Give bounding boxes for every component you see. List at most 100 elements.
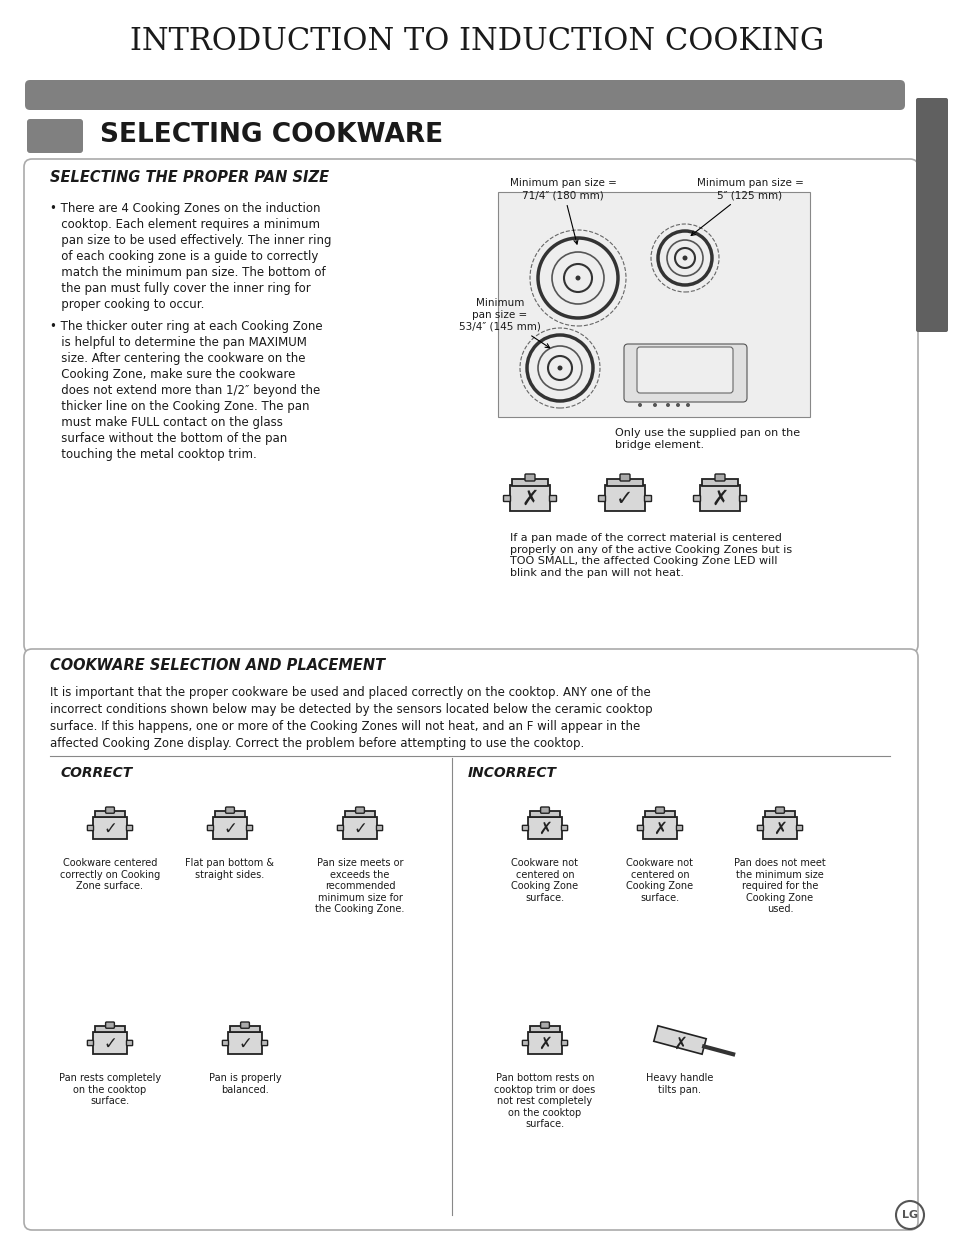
Text: ✗: ✗ — [520, 489, 538, 508]
Text: ✓: ✓ — [103, 819, 117, 837]
Bar — [497, 192, 809, 417]
FancyBboxPatch shape — [604, 485, 644, 511]
FancyBboxPatch shape — [127, 1040, 132, 1045]
Text: ✗: ✗ — [673, 1035, 686, 1053]
FancyBboxPatch shape — [655, 807, 663, 813]
Text: Minimum pan size =
5″ (125 mm): Minimum pan size = 5″ (125 mm) — [690, 178, 802, 235]
Text: Only use the supplied pan on the
bridge element.: Only use the supplied pan on the bridge … — [615, 428, 800, 449]
Text: the pan must fully cover the inner ring for: the pan must fully cover the inner ring … — [50, 282, 311, 294]
FancyBboxPatch shape — [522, 1040, 528, 1045]
Text: Cooking Zone, make sure the cookware: Cooking Zone, make sure the cookware — [50, 367, 295, 381]
FancyBboxPatch shape — [644, 811, 675, 818]
Text: ✓: ✓ — [353, 819, 367, 837]
Text: Pan bottom rests on
cooktop trim or does
not rest completely
on the cooktop
surf: Pan bottom rests on cooktop trim or does… — [494, 1072, 595, 1129]
FancyBboxPatch shape — [642, 816, 677, 839]
FancyBboxPatch shape — [88, 1040, 93, 1045]
FancyBboxPatch shape — [355, 807, 364, 813]
FancyBboxPatch shape — [337, 825, 343, 830]
Text: Pan does not meet
the minimum size
required for the
Cooking Zone
used.: Pan does not meet the minimum size requi… — [734, 858, 825, 914]
Text: of each cooking zone is a guide to correctly: of each cooking zone is a guide to corre… — [50, 250, 318, 263]
FancyBboxPatch shape — [92, 1032, 127, 1054]
FancyBboxPatch shape — [207, 825, 213, 830]
Text: pan size to be used effectively. The inner ring: pan size to be used effectively. The inn… — [50, 234, 331, 247]
Text: ✗: ✗ — [711, 489, 728, 508]
Circle shape — [652, 403, 657, 407]
Text: size. After centering the cookware on the: size. After centering the cookware on th… — [50, 353, 305, 365]
FancyBboxPatch shape — [25, 80, 904, 110]
Text: Cookware not
centered on
Cooking Zone
surface.: Cookware not centered on Cooking Zone su… — [626, 858, 693, 903]
FancyBboxPatch shape — [796, 825, 801, 830]
FancyBboxPatch shape — [529, 1027, 559, 1033]
Text: INCORRECT: INCORRECT — [468, 766, 557, 781]
Circle shape — [575, 276, 579, 281]
FancyBboxPatch shape — [228, 1032, 262, 1054]
FancyBboxPatch shape — [653, 1025, 705, 1054]
Circle shape — [665, 403, 669, 407]
FancyBboxPatch shape — [522, 825, 528, 830]
FancyBboxPatch shape — [88, 825, 93, 830]
FancyBboxPatch shape — [757, 825, 762, 830]
Text: touching the metal cooktop trim.: touching the metal cooktop trim. — [50, 448, 256, 461]
Text: Minimum pan size =
71/4″ (180 mm): Minimum pan size = 71/4″ (180 mm) — [509, 178, 616, 244]
Text: surface. If this happens, one or more of the Cooking Zones will not heat, and an: surface. If this happens, one or more of… — [50, 720, 639, 734]
FancyBboxPatch shape — [524, 474, 535, 481]
Text: ✗: ✗ — [537, 819, 552, 837]
FancyBboxPatch shape — [527, 816, 561, 839]
Text: CORRECT: CORRECT — [60, 766, 132, 781]
Text: Pan size meets or
exceeds the
recommended
minimum size for
the Cooking Zone.: Pan size meets or exceeds the recommende… — [315, 858, 404, 914]
Circle shape — [676, 403, 679, 407]
Text: cooktop. Each element requires a minimum: cooktop. Each element requires a minimum — [50, 218, 319, 231]
Text: • There are 4 Cooking Zones on the induction: • There are 4 Cooking Zones on the induc… — [50, 202, 320, 215]
Text: • The thicker outer ring at each Cooking Zone: • The thicker outer ring at each Cooking… — [50, 320, 322, 333]
FancyBboxPatch shape — [561, 1040, 567, 1045]
FancyBboxPatch shape — [230, 1027, 260, 1033]
FancyBboxPatch shape — [24, 160, 917, 653]
FancyBboxPatch shape — [739, 496, 745, 501]
FancyBboxPatch shape — [619, 474, 629, 481]
Text: Pan is properly
balanced.: Pan is properly balanced. — [209, 1072, 281, 1095]
Text: ENGLISH: ENGLISH — [926, 192, 936, 239]
Text: If a pan made of the correct material is centered
properly on any of the active : If a pan made of the correct material is… — [510, 533, 791, 578]
Text: ✗: ✗ — [537, 1034, 552, 1053]
FancyBboxPatch shape — [540, 1022, 549, 1028]
Circle shape — [681, 256, 687, 261]
Text: SELECTING THE PROPER PAN SIZE: SELECTING THE PROPER PAN SIZE — [50, 171, 329, 186]
FancyBboxPatch shape — [510, 485, 550, 511]
FancyBboxPatch shape — [213, 816, 247, 839]
FancyBboxPatch shape — [764, 811, 795, 818]
FancyBboxPatch shape — [343, 816, 376, 839]
Circle shape — [685, 403, 689, 407]
FancyBboxPatch shape — [549, 496, 556, 501]
FancyBboxPatch shape — [598, 496, 605, 501]
Text: COOKWARE SELECTION AND PLACEMENT: COOKWARE SELECTION AND PLACEMENT — [50, 658, 385, 673]
FancyBboxPatch shape — [94, 811, 125, 818]
FancyBboxPatch shape — [701, 479, 738, 486]
FancyBboxPatch shape — [637, 825, 643, 830]
Text: It is important that the proper cookware be used and placed correctly on the coo: It is important that the proper cookware… — [50, 687, 650, 699]
Text: Heavy handle
tilts pan.: Heavy handle tilts pan. — [645, 1072, 713, 1095]
Text: must make FULL contact on the glass: must make FULL contact on the glass — [50, 416, 283, 429]
Text: match the minimum pan size. The bottom of: match the minimum pan size. The bottom o… — [50, 266, 325, 280]
Text: ✓: ✓ — [223, 819, 236, 837]
FancyBboxPatch shape — [762, 816, 796, 839]
Text: SELECTING COOKWARE: SELECTING COOKWARE — [100, 122, 442, 148]
FancyBboxPatch shape — [106, 807, 114, 813]
FancyBboxPatch shape — [775, 807, 783, 813]
Circle shape — [557, 365, 562, 371]
Text: ✗: ✗ — [772, 819, 786, 837]
FancyBboxPatch shape — [94, 1027, 125, 1033]
FancyBboxPatch shape — [344, 811, 375, 818]
FancyBboxPatch shape — [540, 807, 549, 813]
FancyBboxPatch shape — [240, 1022, 249, 1028]
FancyBboxPatch shape — [225, 807, 234, 813]
Text: ✓: ✓ — [238, 1034, 252, 1053]
Text: is helpful to determine the pan MAXIMUM: is helpful to determine the pan MAXIMUM — [50, 336, 307, 349]
FancyBboxPatch shape — [261, 1040, 268, 1045]
Text: thicker line on the Cooking Zone. The pan: thicker line on the Cooking Zone. The pa… — [50, 400, 309, 413]
FancyBboxPatch shape — [214, 811, 245, 818]
FancyBboxPatch shape — [606, 479, 642, 486]
Text: Flat pan bottom &
straight sides.: Flat pan bottom & straight sides. — [185, 858, 274, 880]
Text: proper cooking to occur.: proper cooking to occur. — [50, 298, 204, 310]
Text: incorrect conditions shown below may be detected by the sensors located below th: incorrect conditions shown below may be … — [50, 703, 652, 716]
FancyBboxPatch shape — [24, 649, 917, 1230]
